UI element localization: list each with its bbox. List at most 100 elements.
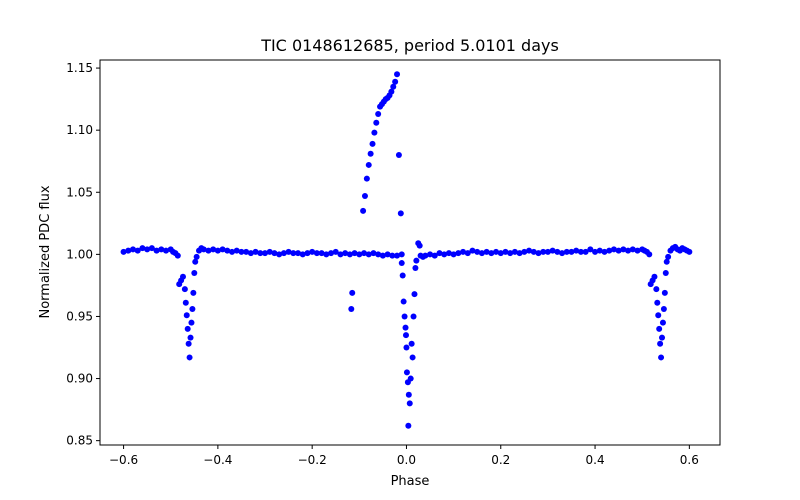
data-point xyxy=(280,250,287,257)
data-point xyxy=(365,161,372,168)
data-point xyxy=(238,248,245,255)
data-point xyxy=(398,251,405,258)
data-point xyxy=(187,334,194,341)
data-point xyxy=(655,312,662,319)
data-point xyxy=(192,258,199,265)
data-point xyxy=(384,251,391,258)
data-point xyxy=(233,247,240,254)
data-point xyxy=(511,248,518,255)
data-point xyxy=(634,247,641,254)
data-point xyxy=(629,246,636,253)
data-point xyxy=(507,250,514,257)
data-point xyxy=(427,251,434,258)
data-point xyxy=(460,248,467,255)
data-point xyxy=(502,248,509,255)
data-point xyxy=(412,265,419,272)
data-point xyxy=(299,251,306,258)
data-point xyxy=(455,250,462,257)
data-point xyxy=(392,78,399,85)
data-point xyxy=(309,248,316,255)
data-point xyxy=(663,258,670,265)
data-point xyxy=(662,269,669,276)
data-point xyxy=(592,248,599,255)
data-point xyxy=(665,253,672,260)
data-point xyxy=(535,250,542,257)
data-point xyxy=(361,192,368,199)
x-tick-label: 0.6 xyxy=(680,453,699,467)
data-point xyxy=(375,251,382,258)
data-point xyxy=(657,340,664,347)
y-axis-label: Normalized PDC flux xyxy=(38,185,53,318)
data-point xyxy=(210,246,217,253)
data-point xyxy=(243,248,250,255)
data-point xyxy=(493,248,500,255)
data-point xyxy=(401,313,408,320)
data-point xyxy=(563,248,570,255)
y-tick-label: 1.10 xyxy=(66,123,93,137)
data-point xyxy=(179,273,186,280)
data-point xyxy=(188,319,195,326)
data-point xyxy=(191,269,198,276)
data-point xyxy=(610,246,617,253)
data-point xyxy=(405,391,412,398)
x-tick-label: 0.4 xyxy=(586,453,605,467)
x-tick-label: −0.6 xyxy=(109,453,138,467)
data-point xyxy=(205,247,212,254)
x-axis: −0.6 −0.4 −0.2 0.0 0.2 0.4 0.6 xyxy=(109,445,699,467)
data-point xyxy=(181,286,188,293)
data-point xyxy=(193,253,200,260)
data-point xyxy=(422,252,429,259)
data-point xyxy=(369,140,376,147)
data-point xyxy=(596,247,603,254)
data-point xyxy=(348,306,355,313)
y-tick-label: 0.95 xyxy=(66,309,93,323)
x-tick-label: 0.0 xyxy=(397,453,416,467)
data-point xyxy=(346,251,353,258)
data-point xyxy=(174,252,181,259)
data-point xyxy=(266,248,273,255)
data-point xyxy=(313,250,320,257)
y-tick-label: 1.15 xyxy=(66,61,93,75)
data-point xyxy=(441,251,448,258)
data-point xyxy=(431,252,438,259)
data-point xyxy=(661,289,668,296)
data-point xyxy=(370,250,377,257)
data-point xyxy=(410,313,417,320)
data-point xyxy=(526,247,533,254)
data-point xyxy=(351,250,358,257)
data-point xyxy=(651,273,658,280)
data-point xyxy=(375,111,382,118)
data-point xyxy=(646,251,653,258)
data-point xyxy=(394,71,401,78)
data-point xyxy=(365,251,372,258)
data-point xyxy=(445,250,452,257)
data-point xyxy=(478,250,485,257)
data-point xyxy=(497,250,504,257)
data-point xyxy=(290,250,297,257)
data-point xyxy=(183,312,190,319)
chart-title: TIC 0148612685, period 5.0101 days xyxy=(260,36,559,55)
data-point xyxy=(262,250,269,257)
data-point xyxy=(134,247,141,254)
data-point xyxy=(349,289,356,296)
data-point xyxy=(403,344,410,351)
data-point xyxy=(408,340,415,347)
data-point xyxy=(403,369,410,376)
data-point xyxy=(559,250,566,257)
data-point xyxy=(686,248,693,255)
data-point xyxy=(163,247,170,254)
data-point xyxy=(130,246,136,253)
data-point xyxy=(189,306,196,313)
data-point xyxy=(120,248,127,255)
data-points xyxy=(120,71,693,429)
data-point xyxy=(413,257,420,264)
data-point xyxy=(409,354,416,361)
data-point xyxy=(659,319,666,326)
data-point xyxy=(389,252,396,259)
data-point xyxy=(153,247,160,254)
data-point xyxy=(406,400,413,407)
data-point xyxy=(388,88,395,95)
data-point xyxy=(620,246,627,253)
data-point xyxy=(182,299,189,306)
